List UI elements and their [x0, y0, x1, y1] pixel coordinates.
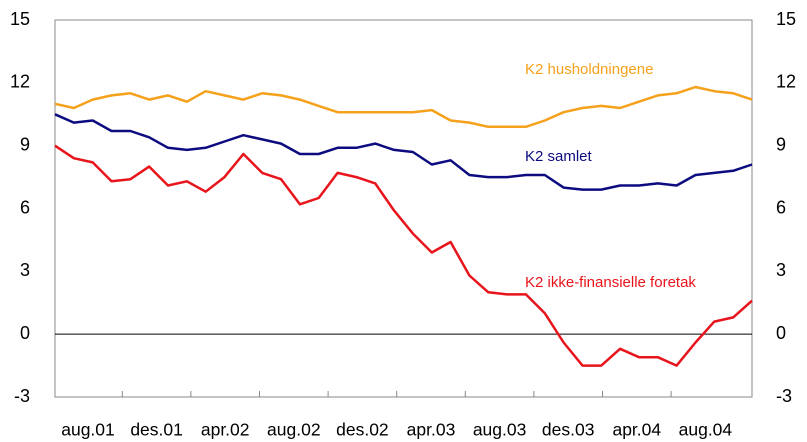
y-tick-label: 12	[10, 72, 30, 92]
x-tick-label: aug.01	[61, 420, 115, 440]
series-label: K2 ikke-finansielle foretak	[525, 274, 696, 291]
y2-tick-label: 6	[776, 197, 786, 217]
x-tick-label: apr.02	[201, 420, 250, 440]
series-label: K2 husholdningene	[525, 61, 653, 78]
y2-tick-label: -3	[776, 386, 792, 406]
y2-tick-label: 15	[776, 9, 796, 29]
x-tick-label: apr.03	[407, 420, 456, 440]
x-tick-label: aug.04	[679, 420, 733, 440]
plot-frame	[54, 19, 753, 398]
series-line	[54, 144, 753, 367]
y-tick-label: 6	[20, 197, 30, 217]
x-tick-label: aug.02	[267, 420, 321, 440]
series-line	[54, 113, 753, 191]
x-tick-label: apr.04	[612, 420, 661, 440]
y-tick-label: -3	[14, 386, 30, 406]
x-tick-label: des.01	[130, 420, 183, 440]
y2-tick-label: 3	[776, 260, 786, 280]
x-tick-label: aug.03	[473, 420, 527, 440]
x-tick-label: des.02	[336, 420, 389, 440]
series-line	[54, 85, 753, 129]
y2-tick-label: 0	[776, 323, 786, 343]
y-tick-label: 9	[20, 134, 30, 154]
series-label: K2 samlet	[525, 148, 593, 165]
y2-tick-label: 9	[776, 134, 786, 154]
y-tick-label: 15	[10, 9, 30, 29]
y2-tick-label: 12	[776, 72, 796, 92]
y-tick-label: 3	[20, 260, 30, 280]
x-tick-label: des.03	[542, 420, 595, 440]
y-tick-label: 0	[20, 323, 30, 343]
